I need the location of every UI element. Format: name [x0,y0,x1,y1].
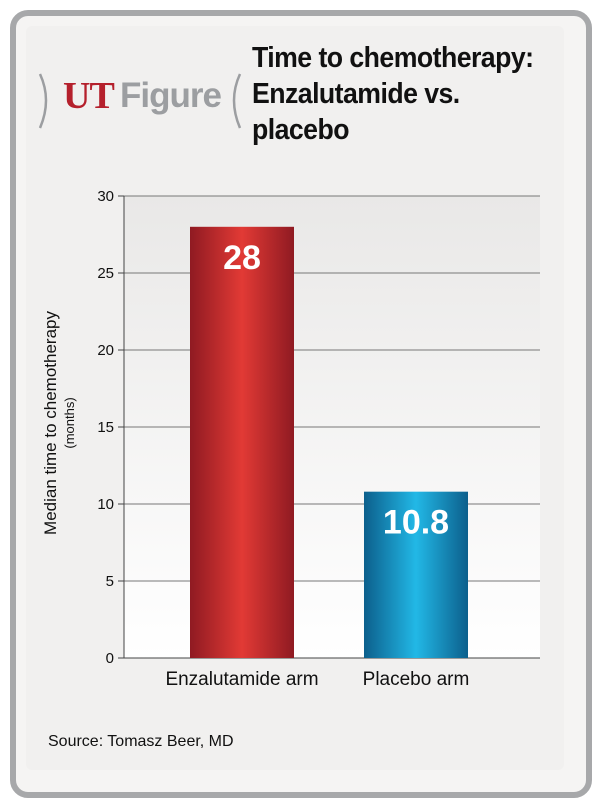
y-axis-label: Median time to chemotherapy [41,311,60,535]
y-tick-label: 15 [97,419,114,436]
logo-figure-text: Figure [120,76,222,115]
bar-enzalutamide-arm [190,226,294,659]
y-tick-label: 30 [97,188,114,205]
y-tick-label: 20 [97,342,114,359]
bar-placebo-arm [364,491,468,658]
ut-figure-logo: UT Figure [34,70,244,132]
x-tick-label: Enzalutamide arm [165,669,318,690]
data-label: 28 [223,239,261,277]
source-credit: Source: Tomasz Beer, MD [48,733,234,750]
y-axis-sublabel: (months) [62,397,77,448]
logo-brackets [38,73,242,129]
y-tick-label: 10 [97,496,114,513]
y-tick-label: 25 [97,265,114,282]
y-tick-label: 5 [106,573,114,590]
chart-title: Time to chemotherapy: Enzalutamide vs. p… [252,42,534,146]
x-tick-label: Placebo arm [363,669,470,690]
y-tick-label: 0 [106,650,114,667]
data-label: 10.8 [383,504,449,542]
logo-ut-text: UT [63,75,115,117]
